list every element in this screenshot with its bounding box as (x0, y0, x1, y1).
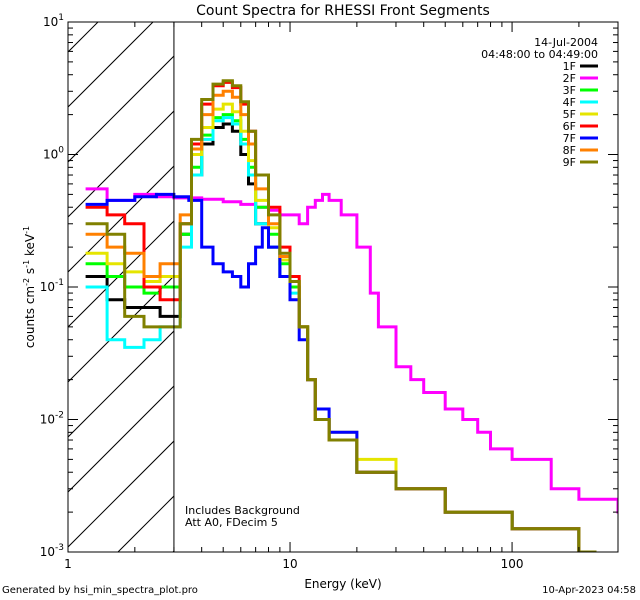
legend-label-2F: 2F (563, 72, 576, 85)
footer-generated-by: Generated by hsi_min_spectra_plot.pro (2, 585, 198, 596)
series-4F (85, 116, 597, 552)
chart-title: Count Spectra for RHESSI Front Segments (196, 3, 490, 19)
y-tick-label: 101 (43, 13, 64, 29)
annotation-attenuator: Att A0, FDecim 5 (185, 516, 278, 529)
series-layer (85, 79, 618, 552)
series-7F (85, 192, 597, 552)
time-range-label: 04:48:00 to 04:49:00 (481, 48, 598, 61)
hatch-line (393, 22, 640, 552)
date-label: 14-Jul-2004 (534, 36, 598, 49)
y-tick-label: 10-1 (40, 278, 64, 294)
annotation-background: Includes Background (185, 504, 300, 517)
series-1F (85, 122, 597, 552)
legend-label-8F: 8F (563, 144, 576, 157)
x-axis-label: Energy (keV) (304, 577, 381, 591)
legend-label-1F: 1F (563, 60, 576, 73)
legend-label-6F: 6F (563, 120, 576, 133)
axes: 1 10 100 101 100 10-1 10-2 10-3 (40, 13, 619, 571)
y-axis-label: counts cm-2 s-1 keV-1 (22, 226, 37, 348)
legend-label-5F: 5F (563, 108, 576, 121)
series-3F (85, 113, 597, 552)
series-8F (85, 89, 597, 552)
y-tick-label: 100 (43, 146, 64, 162)
legend-label-4F: 4F (563, 96, 576, 109)
y-tick-label: 10-3 (40, 543, 64, 559)
y-tick-label: 10-2 (40, 411, 64, 427)
x-tick-label: 10 (282, 557, 297, 571)
hatch-line (68, 440, 174, 548)
x-tick-label: 100 (501, 557, 524, 571)
legend-label-9F: 9F (563, 156, 576, 169)
footer-timestamp: 10-Apr-2023 04:58 (542, 585, 636, 596)
legend-label-3F: 3F (563, 84, 576, 97)
series-2F (85, 187, 618, 514)
series-9F (85, 79, 597, 552)
hatch-line (68, 385, 174, 493)
hatch-line (68, 55, 174, 163)
x-tick-label: 1 (64, 557, 72, 571)
legend-label-7F: 7F (563, 132, 576, 145)
